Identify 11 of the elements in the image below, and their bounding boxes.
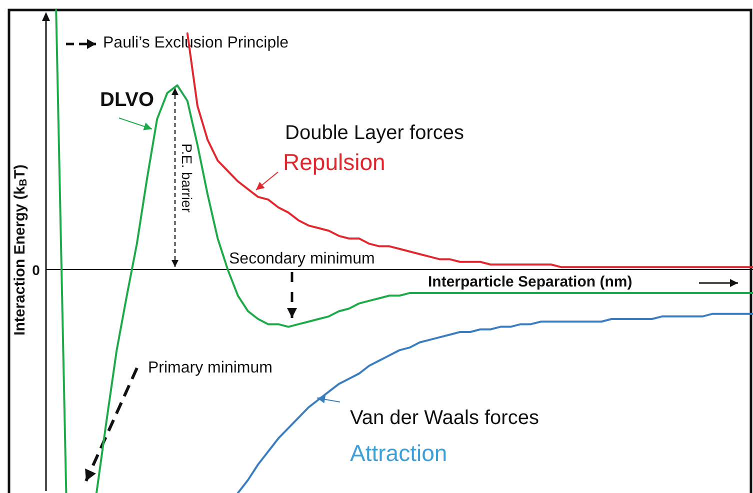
annotation: Primary minimum bbox=[148, 360, 272, 376]
annotation: Repulsion bbox=[283, 149, 386, 175]
series-label: DLVO bbox=[100, 89, 154, 111]
x-axis-title: Interparticle Separation (nm) bbox=[428, 274, 632, 290]
annotation: Attraction bbox=[350, 440, 448, 466]
series-label: Van der Waals forces bbox=[350, 407, 539, 429]
annotation: Secondary minimum bbox=[229, 250, 375, 268]
text: 0 bbox=[32, 262, 40, 278]
text: Double Layer forces bbox=[285, 122, 464, 144]
y-axis-title: Interaction Energy (kBT) bbox=[12, 164, 30, 336]
annotation: P.E. barrier bbox=[179, 144, 195, 213]
